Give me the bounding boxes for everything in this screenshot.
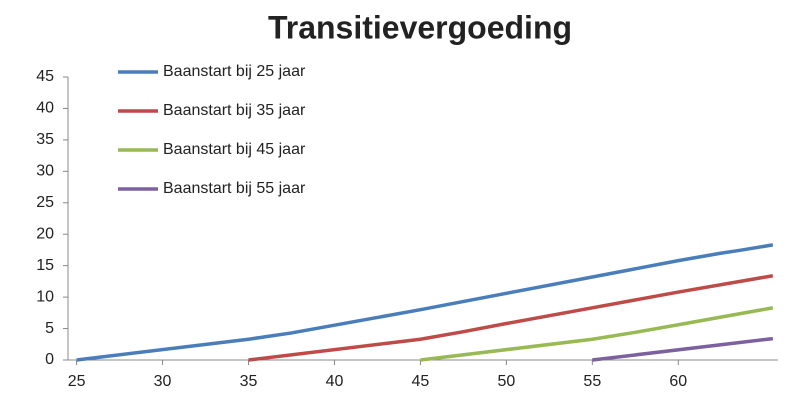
y-tick-label: 35	[36, 131, 54, 148]
series-line	[592, 336, 774, 362]
x-tick-label: 30	[154, 373, 172, 390]
y-tick-label: 10	[36, 288, 54, 305]
y-tick-label: 0	[45, 351, 54, 368]
y-tick-label: 20	[36, 225, 54, 242]
legend-label: Baanstart bij 25 jaar	[163, 63, 306, 80]
legend-label: Baanstart bij 55 jaar	[163, 180, 306, 197]
y-tick-label: 30	[36, 163, 54, 180]
x-tick-label: 40	[326, 373, 344, 390]
y-tick-label: 25	[36, 194, 54, 211]
chart-title: Transitievergoeding	[268, 9, 572, 45]
series-line	[420, 306, 774, 362]
x-tick-label: 25	[68, 373, 86, 390]
y-tick-label: 5	[45, 320, 54, 337]
legend-label: Baanstart bij 35 jaar	[163, 102, 306, 119]
y-tick-label: 15	[36, 257, 54, 274]
legend-label: Baanstart bij 45 jaar	[163, 141, 306, 158]
x-tick-label: 60	[669, 373, 687, 390]
x-tick-label: 55	[583, 373, 601, 390]
x-tick-label: 35	[240, 373, 258, 390]
y-tick-label: 40	[36, 100, 54, 117]
x-tick-label: 50	[497, 373, 515, 390]
x-tick-label: 45	[412, 373, 430, 390]
series-line	[248, 274, 774, 362]
series-line	[76, 243, 774, 362]
y-tick-label: 45	[36, 68, 54, 85]
